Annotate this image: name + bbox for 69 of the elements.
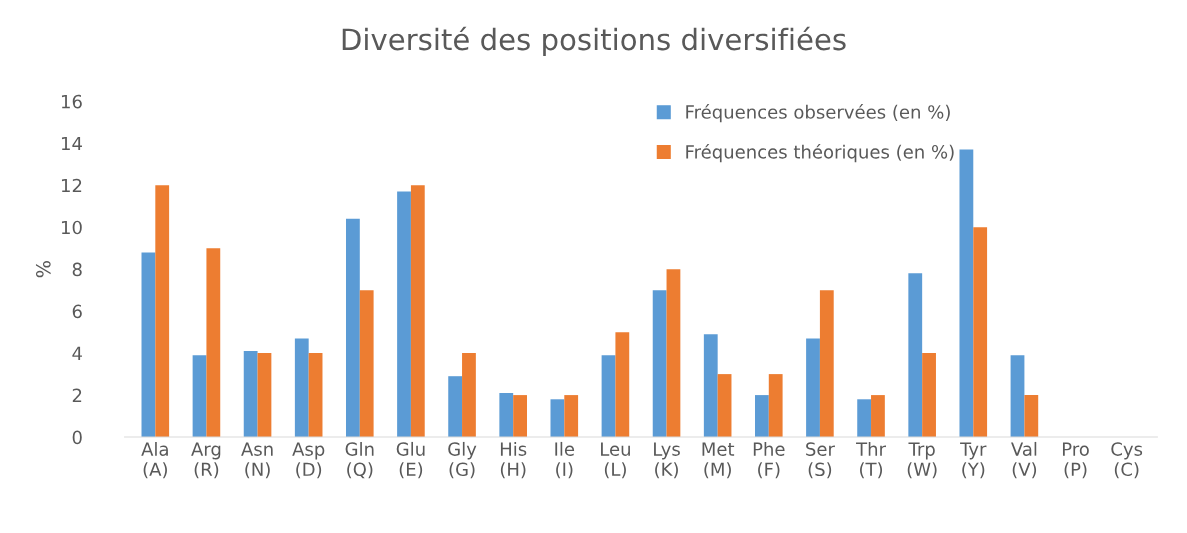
bar (308, 353, 323, 438)
bar (410, 185, 425, 438)
y-tick-label: 8 (72, 262, 82, 277)
bar (513, 395, 527, 438)
y-tick-label: 6 (72, 304, 82, 319)
y-tick-label: 12 (61, 178, 82, 193)
bar (959, 149, 974, 438)
bar (564, 395, 579, 438)
bar (819, 290, 834, 438)
bar (973, 227, 988, 438)
bar (1024, 395, 1039, 438)
bar (499, 392, 514, 438)
bar (908, 273, 923, 438)
bar (550, 399, 565, 438)
x-tick-label: Ser (S) (806, 442, 835, 479)
x-tick-label: Gly (G) (448, 441, 477, 479)
x-tick-label: Glu (E) (396, 441, 425, 479)
bar (806, 338, 820, 438)
x-tick-label: Trp (W) (907, 442, 937, 479)
y-axis-title: % (35, 261, 51, 278)
x-tick-label: Met (M) (702, 442, 735, 479)
y-tick-label: 16 (61, 94, 82, 109)
bar (601, 355, 616, 438)
bar (346, 218, 360, 438)
x-tick-label: Gln (Q) (345, 441, 374, 479)
bar (294, 338, 309, 438)
bar (192, 355, 207, 438)
legend-label: Fréquences théoriques (en %) (686, 143, 954, 163)
bar (206, 248, 221, 438)
x-tick-label: Leu (L) (601, 442, 630, 479)
x-tick-label: Tyr (Y) (960, 442, 987, 479)
y-tick-label: 4 (72, 346, 82, 360)
bar (857, 399, 872, 438)
bar (871, 395, 885, 438)
legend-label: Fréquences observées (en %) (686, 104, 950, 123)
x-tick-label: Phe (F) (753, 441, 785, 479)
x-tick-label: Lys (K) (654, 442, 680, 479)
bar (155, 185, 170, 438)
x-tick-label: Ile (I) (555, 441, 575, 479)
x-tick-label: Asp (D) (292, 442, 325, 479)
bar (448, 376, 463, 438)
bar (1010, 355, 1025, 438)
x-tick-label: Cys (C) (1111, 442, 1143, 479)
y-tick-label: 2 (72, 388, 82, 402)
x-tick-label: Asn (N) (241, 442, 273, 479)
bar (243, 351, 258, 438)
x-tick-label: Val (V) (1011, 441, 1037, 479)
y-tick-label: 10 (61, 220, 82, 235)
bar (652, 290, 667, 438)
bar (703, 334, 718, 438)
bar (666, 269, 681, 438)
bar (922, 353, 936, 438)
x-tick-label: His (H) (500, 441, 527, 479)
y-tick-label: 0 (72, 430, 82, 445)
x-tick-label: Pro (P) (1062, 442, 1089, 479)
bar (768, 374, 783, 438)
x-tick-label: Arg (R) (191, 442, 221, 479)
bar (397, 191, 411, 438)
chart-title: Diversité des positions diversifiées (342, 26, 846, 57)
bar (359, 290, 374, 438)
y-tick-label: 14 (61, 136, 82, 151)
x-tick-label: Thr (T) (856, 441, 886, 479)
bar (462, 353, 476, 438)
bar (754, 395, 769, 438)
x-tick-label: Ala (A) (141, 441, 168, 479)
bar (141, 252, 156, 438)
bar (257, 353, 272, 438)
bar (615, 332, 630, 438)
bar (717, 374, 732, 438)
